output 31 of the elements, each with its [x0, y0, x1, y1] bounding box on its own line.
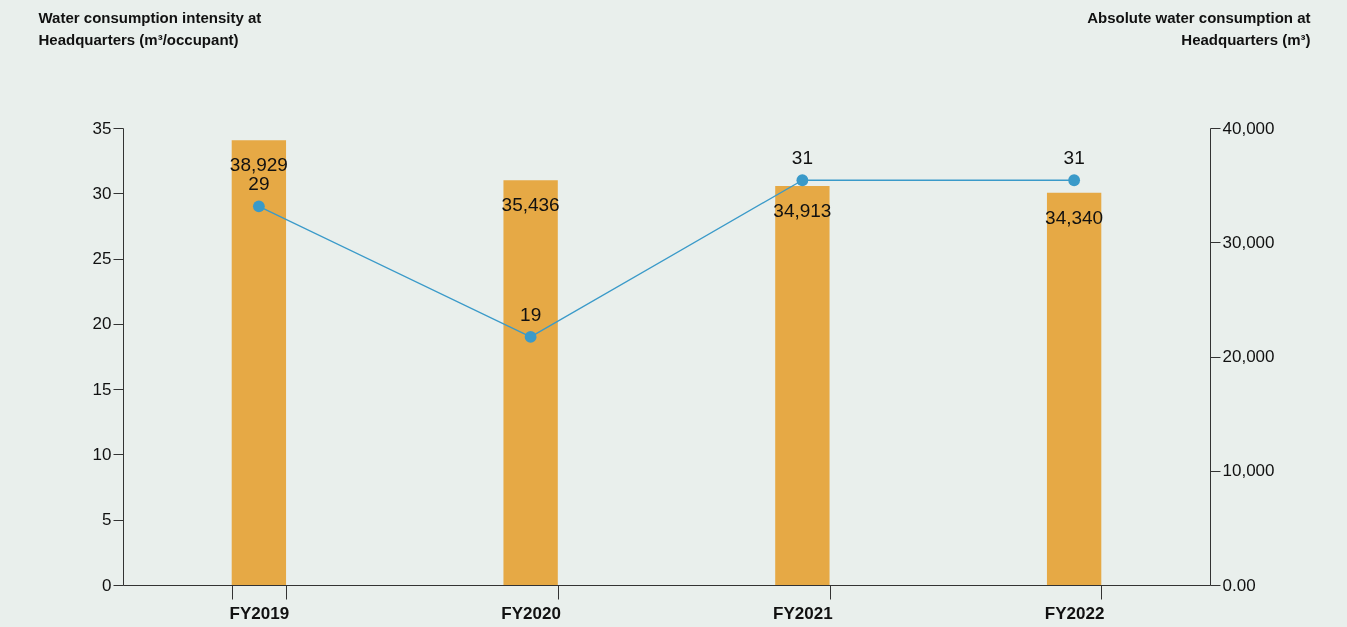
- y2-axis-title: Absolute water consumption at Headquarters (m³): [1087, 8, 1311, 48]
- y-tick-label: 20: [92, 314, 112, 334]
- x-tick-label: FY2019: [229, 603, 290, 623]
- point: [796, 174, 809, 187]
- bar: [503, 180, 558, 585]
- data-label: 31: [791, 147, 813, 169]
- x-tick-label: FY2021: [773, 603, 833, 623]
- y-tick-label: 35: [92, 118, 112, 138]
- data-label: 31: [1063, 147, 1085, 169]
- bar: [1046, 192, 1102, 585]
- bar: [231, 140, 287, 585]
- data-label: 29: [248, 173, 270, 195]
- y-tick-label: 5: [102, 510, 112, 530]
- y2-tick-label: 20,000: [1222, 347, 1275, 366]
- y-tick-label: 15: [92, 379, 112, 399]
- y-axis-title: Water consumption intensity at Headquarters (m³/occupant): [38, 8, 262, 48]
- point: [1068, 174, 1081, 187]
- y2-tick-label: 30,000: [1222, 232, 1275, 252]
- x-tick-label: FY2022: [1044, 603, 1105, 623]
- y2-tick-label: 10,000: [1222, 461, 1275, 481]
- y2-tick-label: 40,000: [1222, 118, 1275, 138]
- bar: [775, 186, 830, 585]
- y-tick-label: 0: [102, 575, 112, 595]
- y2-tick-label: 0.00: [1222, 575, 1256, 595]
- y-tick-label: 30: [92, 183, 112, 203]
- y-tick-label: 25: [92, 249, 112, 269]
- point: [252, 200, 265, 213]
- point: [524, 331, 537, 343]
- data-label: 19: [520, 303, 542, 325]
- y-tick-label: 10: [92, 444, 112, 464]
- x-tick-label: FY2020: [501, 603, 561, 623]
